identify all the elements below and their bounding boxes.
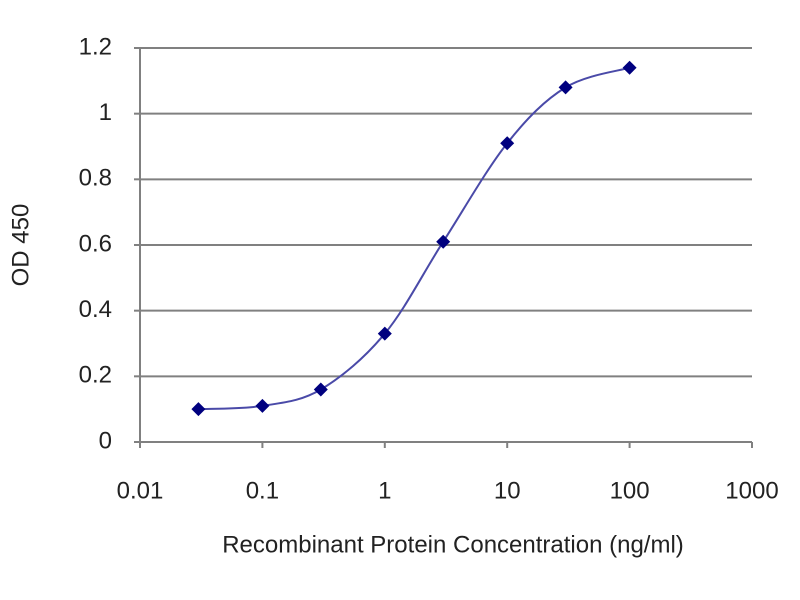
x-tick-label: 0.01 [117,477,164,504]
x-tick-label: 1 [378,477,391,504]
marker [500,136,515,151]
marker [558,80,573,95]
y-tick-label: 0 [99,427,112,454]
x-tick-label: 10 [494,477,521,504]
y-tick-label: 0.8 [79,165,112,192]
marker [313,382,328,397]
marker [436,234,451,249]
marker [377,326,392,341]
y-tick-label: 1 [99,99,112,126]
line [198,66,630,411]
marker [255,398,270,413]
x-axis-label: Recombinant Protein Concentration (ng/ml… [222,531,684,558]
marker [622,60,637,75]
y-tick-label: 0.2 [79,362,112,389]
y-axis-label: OD 450 [7,204,34,287]
y-tick-label: 1.2 [79,33,112,60]
x-tick-label: 1000 [725,477,778,504]
x-tick-label: 0.1 [246,477,279,504]
x-tick-label: 100 [610,477,650,504]
y-tick-label: 0.4 [79,296,112,323]
marker [191,402,206,417]
y-tick-label: 0.6 [79,230,112,257]
